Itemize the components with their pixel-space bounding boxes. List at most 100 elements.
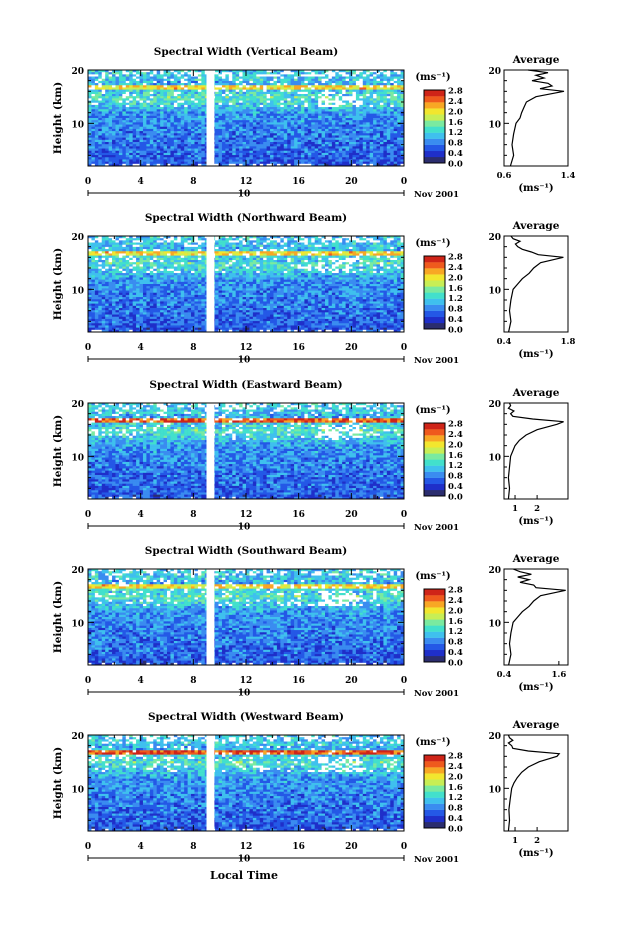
- heatmap-cell: [173, 152, 178, 156]
- heatmap-cell: [125, 137, 130, 141]
- heatmap-gap: [362, 240, 367, 243]
- heatmap-cell: [232, 244, 236, 248]
- heatmap-cell: [373, 118, 377, 121]
- heatmap-cell: [314, 126, 319, 130]
- heatmap-cell: [108, 80, 113, 84]
- heatmap-cell: [115, 83, 120, 86]
- heatmap-cell: [331, 253, 336, 256]
- heatmap-cell: [300, 148, 305, 152]
- heatmap-cell: [232, 242, 236, 246]
- heatmap-gap: [304, 238, 309, 241]
- heatmap-cell: [252, 72, 257, 75]
- heatmap-cell: [142, 115, 147, 119]
- heatmap-cell: [197, 157, 202, 160]
- heatmap-cell: [352, 131, 357, 134]
- heatmap-gap: [304, 102, 309, 106]
- heatmap-cell: [373, 131, 377, 134]
- heatmap-cell: [362, 98, 367, 101]
- heatmap-cell: [383, 142, 388, 145]
- heatmap-cell: [280, 246, 285, 250]
- heatmap-cell: [149, 135, 154, 138]
- heatmap-cell: [228, 142, 233, 145]
- heatmap-cell: [180, 118, 185, 121]
- heatmap-cell: [273, 152, 278, 156]
- heatmap-cell: [108, 124, 113, 128]
- heatmap-cell: [153, 139, 157, 143]
- heatmap-cell: [170, 157, 175, 160]
- heatmap-cell: [304, 78, 309, 82]
- heatmap-cell: [139, 236, 144, 239]
- heatmap-cell: [400, 107, 404, 110]
- heatmap-cell: [98, 146, 103, 149]
- heatmap-cell: [383, 128, 388, 132]
- heatmap-cell: [88, 83, 92, 86]
- heatmap-cell: [318, 113, 322, 117]
- heatmap-cell: [349, 104, 353, 108]
- heatmap-cell: [94, 98, 99, 101]
- heatmap-cell: [184, 122, 188, 125]
- heatmap-cell: [259, 111, 264, 114]
- heatmap-cell: [290, 139, 295, 143]
- heatmap-gap: [366, 72, 370, 75]
- heatmap-cell: [259, 128, 264, 132]
- heatmap-cell: [246, 91, 250, 95]
- heatmap-cell: [400, 242, 404, 246]
- heatmap-cell: [355, 244, 360, 248]
- heatmap-cell: [194, 139, 199, 143]
- heatmap-cell: [122, 150, 127, 154]
- heatmap-cell: [294, 163, 298, 166]
- heatmap-cell: [163, 236, 168, 239]
- heatmap-cell: [246, 242, 250, 246]
- heatmap-cell: [325, 113, 329, 117]
- heatmap-cell: [311, 113, 315, 117]
- heatmap-cell: [386, 87, 391, 90]
- heatmap-cell: [160, 122, 164, 125]
- heatmap-cell: [132, 133, 137, 136]
- heatmap-cell: [311, 152, 315, 156]
- heatmap-cell: [149, 155, 154, 158]
- heatmap-cell: [397, 238, 401, 241]
- heatmap-cell: [304, 96, 309, 99]
- heatmap-cell: [287, 152, 291, 156]
- heatmap-cell: [156, 128, 161, 132]
- heatmap-cell: [352, 72, 357, 75]
- heatmap-cell: [355, 131, 360, 134]
- heatmap-cell: [170, 87, 175, 90]
- heatmap-cell: [177, 124, 182, 128]
- heatmap-cell: [242, 238, 247, 241]
- heatmap-cell: [342, 139, 346, 143]
- heatmap-cell: [132, 148, 137, 152]
- heatmap-cell: [297, 152, 302, 156]
- heatmap-cell: [239, 135, 243, 138]
- heatmap-gap: [304, 242, 309, 246]
- heatmap-cell: [400, 128, 404, 132]
- heatmap-cell: [390, 148, 394, 152]
- heatmap-cell: [163, 120, 168, 123]
- heatmap-cell: [215, 109, 219, 112]
- heatmap-cell: [232, 98, 236, 101]
- heatmap-cell: [101, 115, 106, 119]
- heatmap-cell: [287, 139, 291, 143]
- heatmap-cell: [108, 115, 113, 119]
- heatmap-cell: [132, 70, 137, 73]
- heatmap-gap: [359, 102, 364, 106]
- heatmap-cell: [118, 142, 123, 145]
- heatmap-cell: [235, 253, 240, 256]
- heatmap-gap: [177, 91, 182, 95]
- heatmap-cell: [160, 126, 164, 130]
- heatmap-cell: [283, 161, 288, 165]
- heatmap-cell: [105, 111, 109, 114]
- heatmap-cell: [129, 246, 133, 250]
- heatmap-cell: [266, 150, 271, 154]
- heatmap-cell: [325, 157, 329, 160]
- heatmap-cell: [252, 98, 257, 101]
- heatmap-cell: [163, 137, 168, 141]
- heatmap-cell: [191, 124, 195, 128]
- heatmap-cell: [321, 159, 326, 162]
- heatmap-cell: [180, 135, 185, 138]
- heatmap-cell: [187, 107, 192, 110]
- heatmap-cell: [314, 111, 319, 114]
- heatmap-gap: [283, 240, 288, 243]
- heatmap-cell: [160, 80, 164, 84]
- heatmap-gap: [342, 72, 346, 75]
